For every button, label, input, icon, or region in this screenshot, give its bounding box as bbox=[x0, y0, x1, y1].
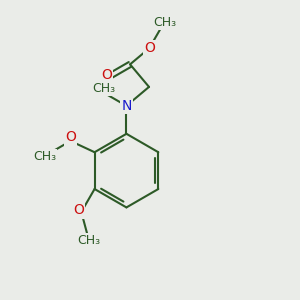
Text: CH₃: CH₃ bbox=[154, 16, 177, 29]
Text: O: O bbox=[144, 41, 155, 55]
Text: CH₃: CH₃ bbox=[92, 82, 115, 95]
Text: N: N bbox=[121, 99, 132, 113]
Text: CH₃: CH₃ bbox=[78, 234, 101, 247]
Text: O: O bbox=[65, 130, 76, 145]
Text: O: O bbox=[101, 68, 112, 83]
Text: O: O bbox=[73, 203, 84, 218]
Text: CH₃: CH₃ bbox=[33, 150, 56, 163]
